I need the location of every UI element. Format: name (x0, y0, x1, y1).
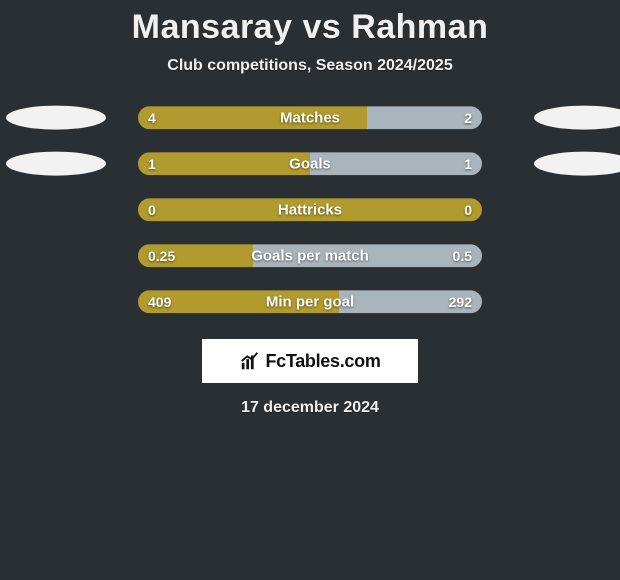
page-title: Mansaray vs Rahman (0, 8, 620, 47)
stat-bar-left (138, 152, 310, 175)
stat-bar-right (339, 290, 482, 313)
stat-bar: Goals11 (138, 152, 482, 175)
stat-bar: Goals per match0.250.5 (138, 244, 482, 267)
stat-row: Goals11 (0, 143, 620, 189)
player-avatar-right (534, 152, 620, 176)
brand-badge[interactable]: FcTables.com (202, 339, 418, 383)
player-avatar-left (6, 106, 106, 130)
player-avatar-right (534, 106, 620, 130)
stat-bar: Min per goal409292 (138, 290, 482, 313)
stat-row: Goals per match0.250.5 (0, 235, 620, 281)
stat-bar-left (138, 198, 482, 221)
stat-row: Hattricks00 (0, 189, 620, 235)
brand-text: FcTables.com (265, 351, 380, 372)
stat-rows: Matches42 Goals11 Hattricks00 Goals per mat… (0, 97, 620, 327)
date-text: 17 december 2024 (0, 399, 620, 417)
stat-bar-left (138, 290, 339, 313)
comparison-card: Mansaray vs Rahman Club competitions, Se… (0, 0, 620, 580)
player-avatar-left (6, 152, 106, 176)
stat-bar: Hattricks00 (138, 198, 482, 221)
stat-bar-right (310, 152, 482, 175)
subtitle: Club competitions, Season 2024/2025 (0, 57, 620, 75)
stat-row: Matches42 (0, 97, 620, 143)
stat-row: Min per goal409292 (0, 281, 620, 327)
bar-chart-icon (239, 350, 261, 372)
stat-bar-left (138, 106, 367, 129)
stat-bar-right (253, 244, 482, 267)
stat-bar-right (367, 106, 482, 129)
stat-bar: Matches42 (138, 106, 482, 129)
stat-bar-left (138, 244, 253, 267)
